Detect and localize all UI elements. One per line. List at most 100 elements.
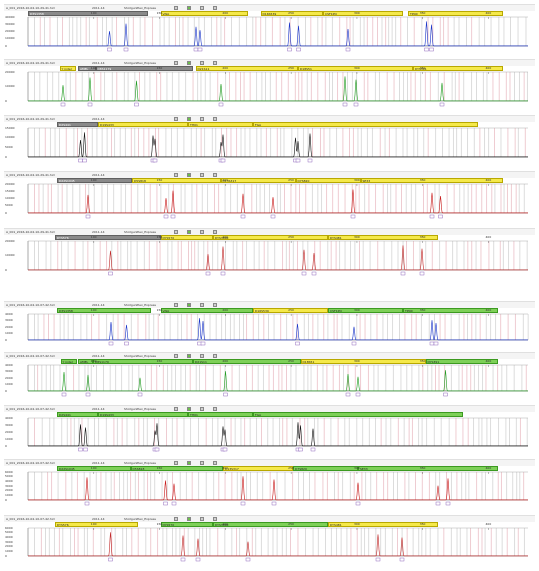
filter-icon[interactable] — [187, 460, 191, 465]
zoom-icon[interactable] — [174, 302, 178, 307]
filter-icon[interactable] — [187, 172, 191, 177]
marker-bin-label[interactable]: DYS481 — [328, 235, 438, 240]
marker-bin-label[interactable]: D13S317 — [220, 178, 296, 183]
allele-bin — [34, 17, 35, 46]
filter-icon[interactable] — [187, 516, 191, 521]
export-icon[interactable] — [200, 116, 204, 121]
zoom-icon[interactable] — [174, 406, 178, 411]
marker-bin-label[interactable]: vWA — [160, 11, 248, 16]
allele-bin — [519, 472, 521, 500]
marker-bin-label[interactable]: D21S11 — [193, 359, 301, 364]
zoom-icon[interactable] — [174, 60, 178, 65]
allele-bin — [112, 314, 114, 340]
export-icon[interactable] — [200, 5, 204, 10]
marker-bin-label[interactable]: D8S1179 — [95, 66, 193, 71]
marker-bin-label[interactable]: D16S539 — [253, 308, 328, 313]
allele-bin — [349, 17, 351, 46]
filter-icon[interactable] — [187, 302, 191, 307]
settings-icon[interactable] — [213, 229, 217, 234]
export-icon[interactable] — [200, 353, 204, 358]
marker-bin-label[interactable]: DYS391 — [425, 359, 498, 364]
marker-bin-label[interactable]: AMEL — [78, 66, 96, 71]
marker-bin-label[interactable]: D3S1358 — [28, 11, 148, 16]
export-icon[interactable] — [200, 302, 204, 307]
marker-bin-label[interactable]: CSF1PO — [323, 11, 403, 16]
marker-bin-label[interactable]: D13S317 — [223, 466, 293, 471]
marker-bin-label[interactable]: D5S818 — [130, 466, 223, 471]
filter-icon[interactable] — [187, 60, 191, 65]
allele-bin — [414, 72, 416, 101]
marker-bin-label[interactable]: Y indel — [60, 359, 77, 364]
marker-bin-label[interactable]: AMEL — [78, 359, 93, 364]
allele-bin — [471, 17, 473, 46]
filter-icon[interactable] — [187, 116, 191, 121]
settings-icon[interactable] — [213, 60, 217, 65]
marker-bin-label[interactable]: D19S433 — [98, 412, 188, 417]
marker-bin-label[interactable]: SE33 — [360, 178, 503, 183]
allele-bin — [368, 528, 370, 556]
marker-bin-label[interactable]: TH01 — [188, 412, 253, 417]
export-icon[interactable] — [200, 172, 204, 177]
settings-icon[interactable] — [213, 516, 217, 521]
marker-bin-label[interactable]: DYS576 — [55, 235, 161, 240]
export-icon[interactable] — [200, 516, 204, 521]
marker-bin-label[interactable]: DYS576 — [55, 522, 138, 527]
filter-icon[interactable] — [187, 353, 191, 358]
zoom-icon[interactable] — [174, 229, 178, 234]
filter-icon[interactable] — [187, 229, 191, 234]
marker-bin-label[interactable]: D19S433 — [98, 122, 188, 127]
zoom-icon[interactable] — [174, 516, 178, 521]
zoom-icon[interactable] — [174, 172, 178, 177]
marker-bin-label[interactable]: TH01 — [188, 122, 253, 127]
settings-icon[interactable] — [213, 353, 217, 358]
marker-bin-label[interactable]: DYS570 — [160, 235, 213, 240]
export-icon[interactable] — [200, 406, 204, 411]
marker-bin-label[interactable]: TPOX — [408, 11, 503, 16]
marker-bin-label[interactable]: DYS481 — [328, 522, 438, 527]
marker-bin-label[interactable]: DYS570 — [160, 522, 213, 527]
filter-icon[interactable] — [187, 406, 191, 411]
zoom-icon[interactable] — [174, 116, 178, 121]
marker-bin-label[interactable]: D3S1358 — [57, 308, 151, 313]
marker-bin-label[interactable]: DYS389II — [213, 235, 328, 240]
marker-bin-label[interactable]: FGA — [253, 122, 478, 127]
filter-icon[interactable] — [187, 5, 191, 10]
settings-icon[interactable] — [213, 116, 217, 121]
marker-bin-label[interactable]: D7S820 — [293, 466, 358, 471]
settings-icon[interactable] — [213, 460, 217, 465]
allele-bin — [134, 472, 136, 500]
marker-bin-label[interactable]: DYS389II — [213, 522, 328, 527]
marker-bin-label[interactable]: D22S1045 — [57, 466, 131, 471]
marker-bin-label[interactable]: CSF1PO — [328, 308, 403, 313]
allele-call-box — [218, 102, 224, 107]
marker-bin-label[interactable]: Y indel — [59, 66, 76, 71]
marker-bin-label[interactable]: DYS391 — [413, 66, 503, 71]
marker-bin-label[interactable]: D2S441 — [57, 412, 98, 417]
marker-bin-label[interactable]: vWA — [160, 308, 253, 313]
marker-bin-label[interactable]: D8S1179 — [93, 359, 193, 364]
marker-bin-label[interactable]: D7S820 — [295, 178, 361, 183]
zoom-icon[interactable] — [174, 460, 178, 465]
marker-bin-label[interactable]: D22S1045 — [57, 178, 132, 183]
allele-bin — [217, 418, 219, 446]
marker-bin-label[interactable]: D16S539 — [260, 11, 323, 16]
marker-bin-label[interactable]: D2S441 — [57, 122, 98, 127]
marker-bin-label[interactable]: D5S818 — [132, 178, 221, 183]
marker-bin-label[interactable]: SE33 — [358, 466, 498, 471]
zoom-icon[interactable] — [174, 353, 178, 358]
export-icon[interactable] — [200, 60, 204, 65]
settings-icon[interactable] — [213, 406, 217, 411]
marker-bin-label[interactable]: D18S51 — [298, 66, 413, 71]
settings-icon[interactable] — [213, 172, 217, 177]
export-icon[interactable] — [200, 460, 204, 465]
marker-bin-label[interactable]: D18S51 — [300, 359, 426, 364]
settings-icon[interactable] — [213, 302, 217, 307]
allele-bin — [69, 72, 71, 101]
marker-bin-label[interactable]: TPOX — [403, 308, 498, 313]
settings-icon[interactable] — [213, 5, 217, 10]
zoom-icon[interactable] — [174, 5, 178, 10]
marker-bin-label[interactable]: D21S11 — [195, 66, 298, 71]
marker-bin-label[interactable]: FGA — [253, 412, 463, 417]
allele-bin — [194, 241, 196, 270]
export-icon[interactable] — [200, 229, 204, 234]
